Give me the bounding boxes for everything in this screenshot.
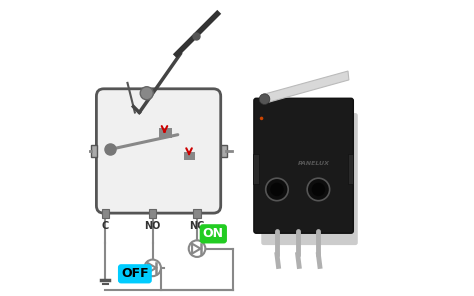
Circle shape	[266, 178, 288, 201]
FancyBboxPatch shape	[348, 154, 353, 184]
Circle shape	[189, 240, 205, 257]
Circle shape	[270, 183, 284, 196]
FancyBboxPatch shape	[261, 113, 358, 245]
Polygon shape	[262, 71, 349, 104]
FancyBboxPatch shape	[193, 209, 201, 218]
FancyBboxPatch shape	[149, 209, 156, 218]
Text: C: C	[101, 221, 109, 231]
FancyBboxPatch shape	[254, 98, 353, 233]
FancyBboxPatch shape	[221, 145, 227, 157]
FancyBboxPatch shape	[96, 89, 221, 213]
Circle shape	[311, 183, 325, 196]
FancyBboxPatch shape	[91, 145, 97, 157]
Circle shape	[145, 260, 161, 276]
Circle shape	[259, 94, 270, 104]
Text: PANELUX: PANELUX	[298, 161, 330, 166]
FancyBboxPatch shape	[253, 154, 259, 184]
Text: ON: ON	[203, 227, 224, 240]
Text: NC: NC	[189, 221, 205, 231]
Text: NO: NO	[145, 221, 161, 231]
Circle shape	[140, 87, 153, 100]
FancyBboxPatch shape	[159, 128, 172, 138]
FancyBboxPatch shape	[184, 152, 195, 160]
Text: OFF: OFF	[121, 267, 149, 280]
FancyBboxPatch shape	[102, 209, 109, 218]
Circle shape	[307, 178, 329, 201]
Circle shape	[260, 117, 264, 120]
